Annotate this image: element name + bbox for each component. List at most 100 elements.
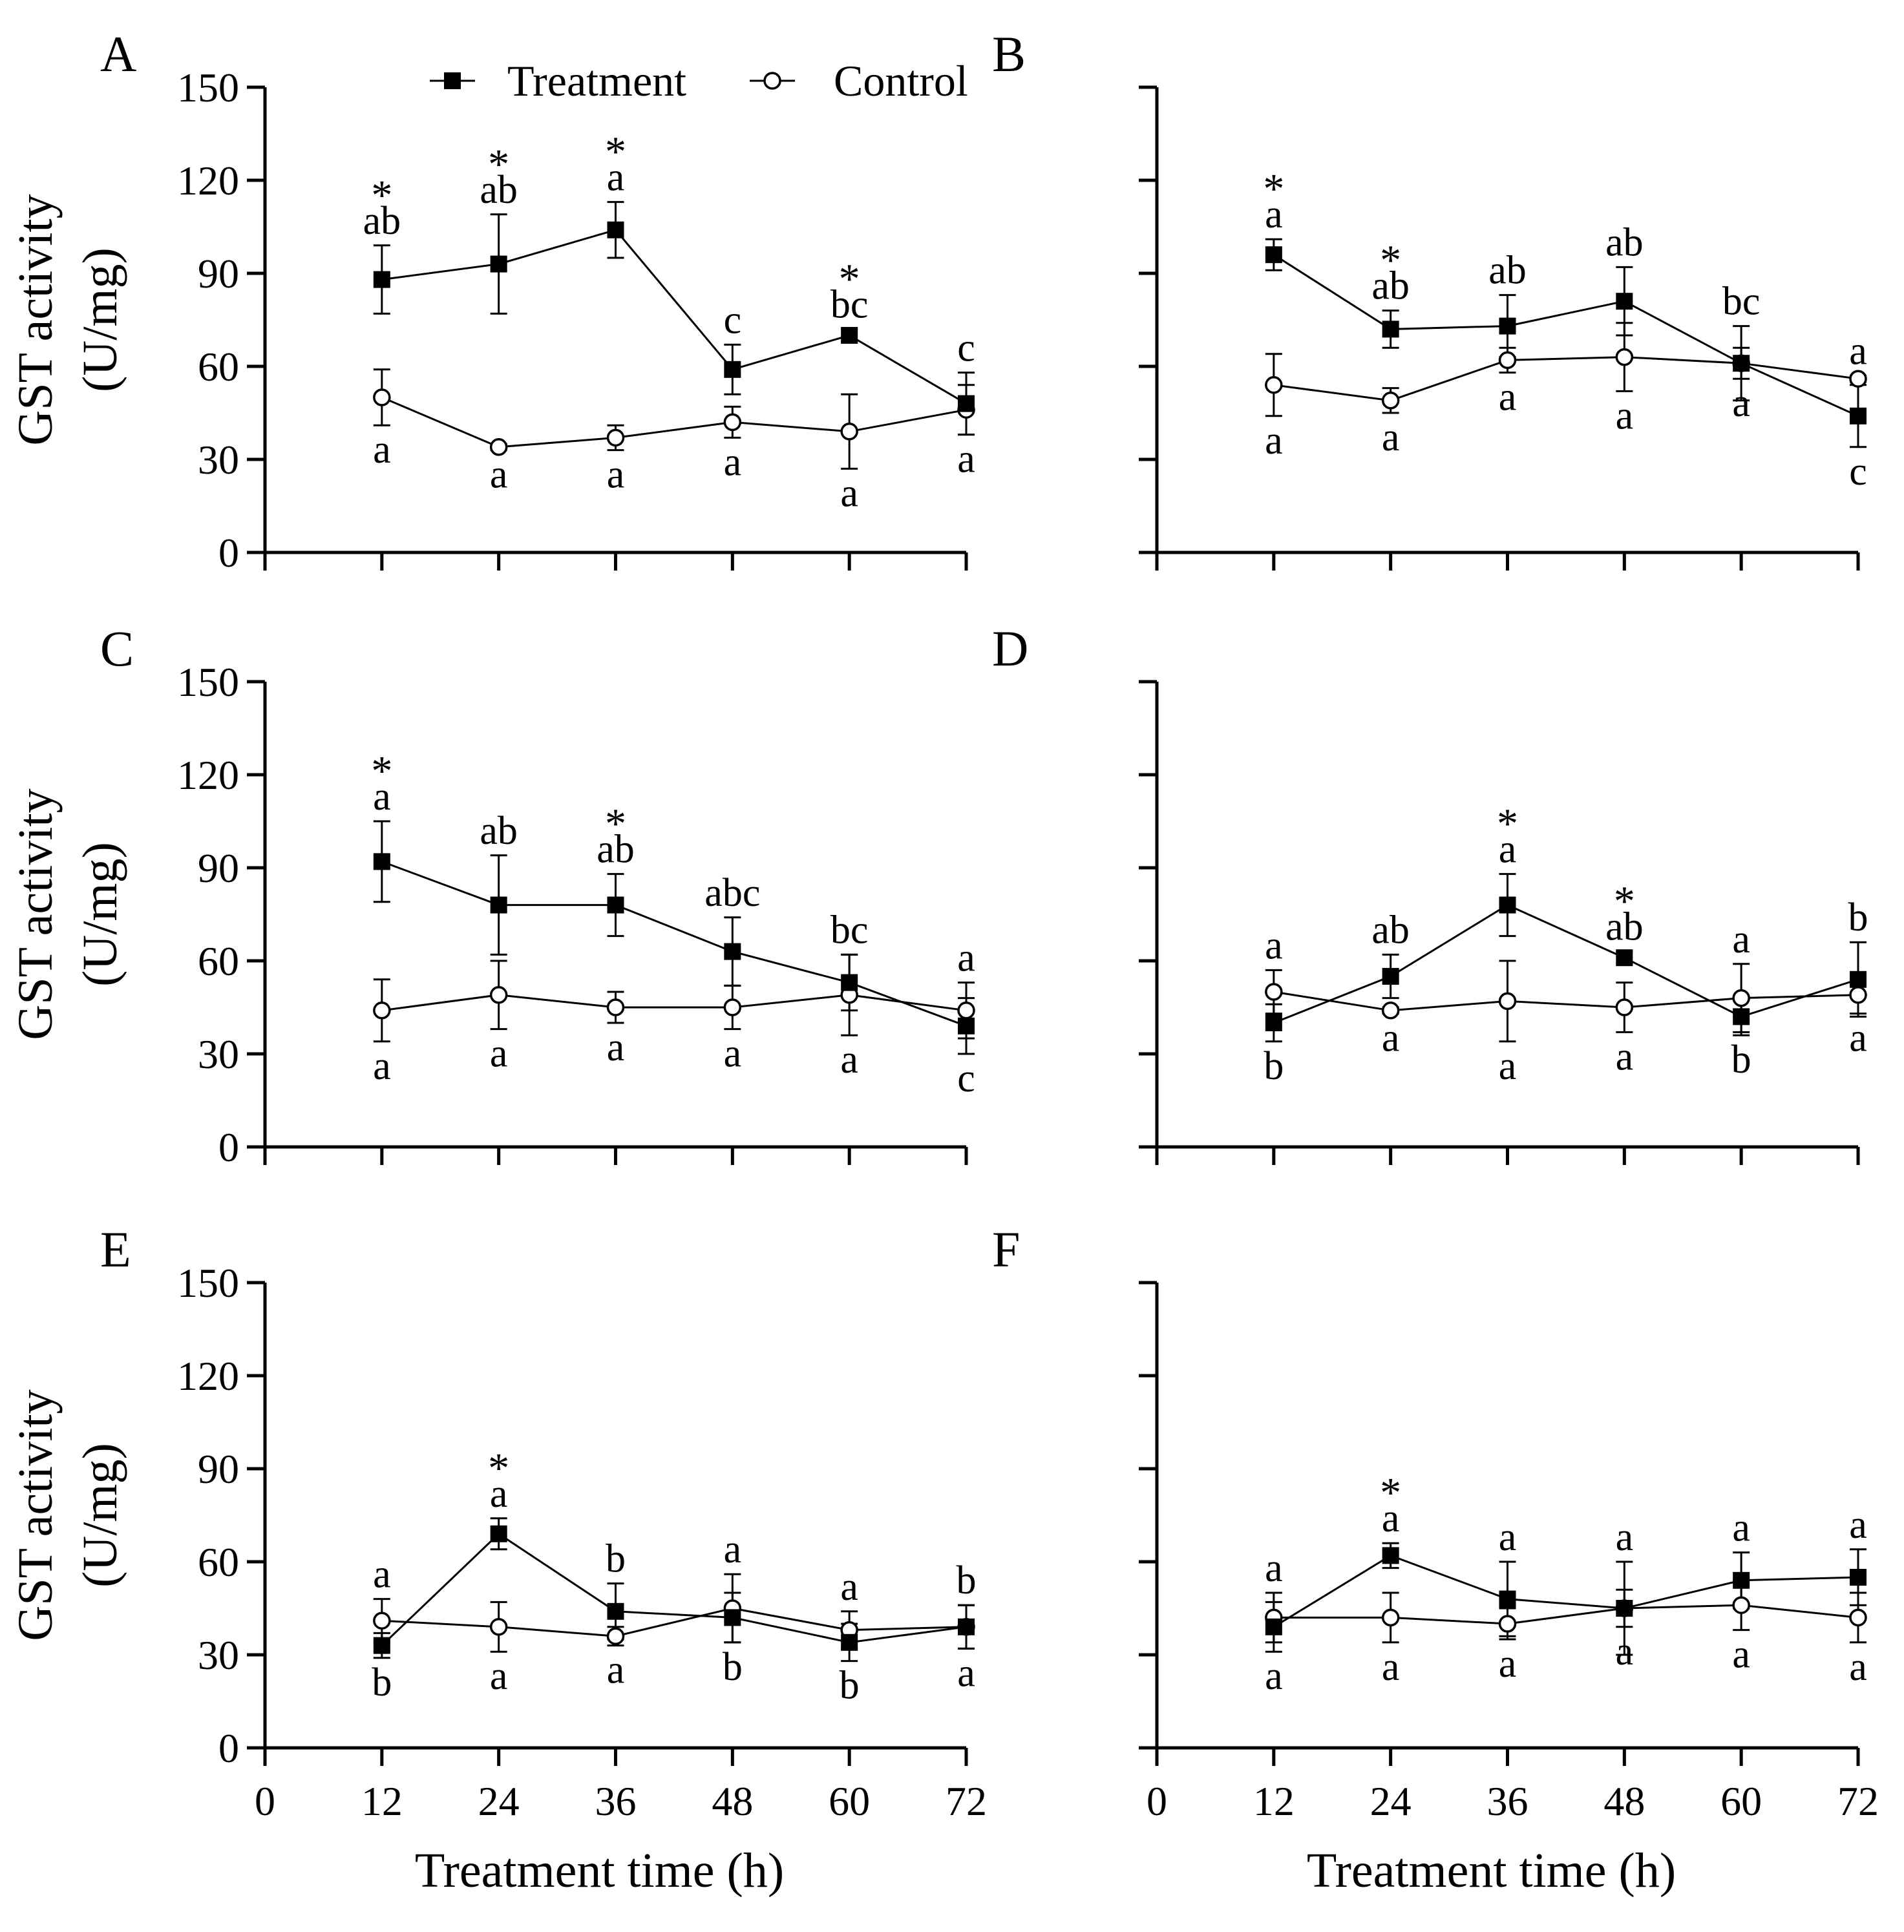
treatment-point [841, 327, 858, 344]
control-point [957, 1002, 975, 1020]
treatment-point [490, 255, 507, 273]
x-tick-label: 36 [1487, 1778, 1528, 1824]
significance-letter: bc [830, 282, 869, 326]
control-series-line [381, 396, 967, 448]
significance-letter: a [1499, 1515, 1517, 1559]
x-tick-label: 36 [595, 1778, 637, 1824]
control-point [1381, 392, 1400, 410]
x-axis-title: Treatment time (h) [415, 1843, 784, 1898]
control-point [1615, 348, 1634, 366]
panel-label: C [100, 620, 134, 677]
y-tick-label: 60 [198, 938, 239, 984]
control-point [489, 986, 508, 1004]
significance-letter: a [1499, 375, 1517, 419]
y-tick-label: 0 [218, 530, 239, 576]
significance-letter: bc [1722, 280, 1761, 324]
significance-letter: ab [597, 828, 635, 872]
x-tick-label: 60 [829, 1778, 870, 1824]
significance-star: * [371, 172, 392, 219]
x-tick-label: 24 [1370, 1778, 1412, 1824]
y-tick-label: 30 [198, 1031, 239, 1077]
treatment-point [607, 896, 624, 914]
treatment-point [1382, 320, 1399, 338]
significance-letter: a [1616, 1515, 1634, 1559]
treatment-series-line [1273, 1554, 1859, 1628]
significance-letter: a [373, 1044, 391, 1088]
y-axis-title: GST activity [8, 194, 63, 445]
control-point [606, 428, 625, 447]
treatment-point [1265, 246, 1282, 264]
y-tick-label: 150 [177, 1260, 239, 1306]
significance-letter: a [724, 1528, 742, 1571]
legend-control-marker [763, 72, 781, 90]
treatment-point [724, 943, 741, 960]
treatment-point [1499, 896, 1516, 914]
significance-letter: c [957, 1056, 975, 1100]
treatment-point [490, 896, 507, 914]
significance-letter: a [957, 437, 975, 481]
treatment-point [1499, 317, 1516, 335]
significance-letter: a [957, 936, 975, 980]
significance-letter: a [1265, 1546, 1283, 1590]
treatment-point [1733, 1008, 1750, 1025]
y-tick-label: 90 [198, 1446, 239, 1492]
significance-letter: a [1265, 419, 1283, 463]
significance-letter: b [606, 1537, 626, 1581]
significance-letter: a [840, 1565, 858, 1609]
significance-letter: a [1849, 1016, 1867, 1060]
significance-letter: a [1616, 1630, 1634, 1674]
significance-letter: a [1732, 1633, 1750, 1677]
treatment-series-line [381, 229, 967, 404]
x-axis-title: Treatment time (h) [1307, 1843, 1676, 1898]
treatment-point [1733, 355, 1750, 372]
significance-letter: b [840, 1664, 860, 1708]
y-axis-title: GST activity [8, 1389, 63, 1641]
significance-letter: b [957, 1559, 977, 1602]
y-tick-label: 0 [218, 1124, 239, 1170]
significance-letter: a [373, 1553, 391, 1597]
treatment-point [841, 974, 858, 991]
treatment-point [958, 395, 975, 412]
significance-letter: ab [1605, 905, 1644, 949]
treatment-point [958, 1618, 975, 1635]
treatment-point [1733, 1571, 1750, 1589]
treatment-point [607, 1602, 624, 1620]
significance-letter: a [724, 440, 742, 484]
significance-letter: a [607, 156, 625, 200]
significance-letter: a [1382, 415, 1400, 459]
significance-star: * [488, 141, 509, 188]
significance-letter: ab [1371, 908, 1410, 952]
control-point [1265, 376, 1283, 394]
significance-letter: a [1616, 394, 1634, 437]
treatment-series-line [381, 1532, 967, 1646]
control-point [373, 1002, 391, 1020]
control-point [489, 1618, 508, 1636]
significance-letter: a [1849, 329, 1867, 373]
significance-letter: c [957, 326, 975, 370]
significance-star: * [1380, 237, 1401, 284]
treatment-point [373, 1637, 390, 1654]
significance-letter: ab [1371, 264, 1410, 308]
panel-label: D [992, 620, 1028, 677]
significance-letter: a [1732, 918, 1750, 961]
panel-e: 0 30 60 90 120 150 0 12 24 36 48 60 72 E GST activity(… [8, 1221, 987, 1898]
control-point [1615, 998, 1634, 1016]
significance-letter: a [1382, 1496, 1400, 1540]
significance-letter: a [490, 453, 508, 497]
treatment-point [1499, 1590, 1516, 1608]
significance-letter: a [373, 428, 391, 472]
panel-label: E [100, 1221, 131, 1277]
control-point [1732, 989, 1750, 1007]
treatment-point [1616, 293, 1633, 310]
significance-star: * [1497, 801, 1518, 848]
significance-letter: a [1265, 193, 1283, 236]
y-tick-label: 120 [177, 1353, 239, 1399]
y-tick-label: 30 [198, 1632, 239, 1678]
control-point [1732, 1596, 1750, 1614]
control-series-line [381, 994, 967, 1012]
significance-letter: a [373, 775, 391, 819]
x-tick-label: 12 [1253, 1778, 1295, 1824]
